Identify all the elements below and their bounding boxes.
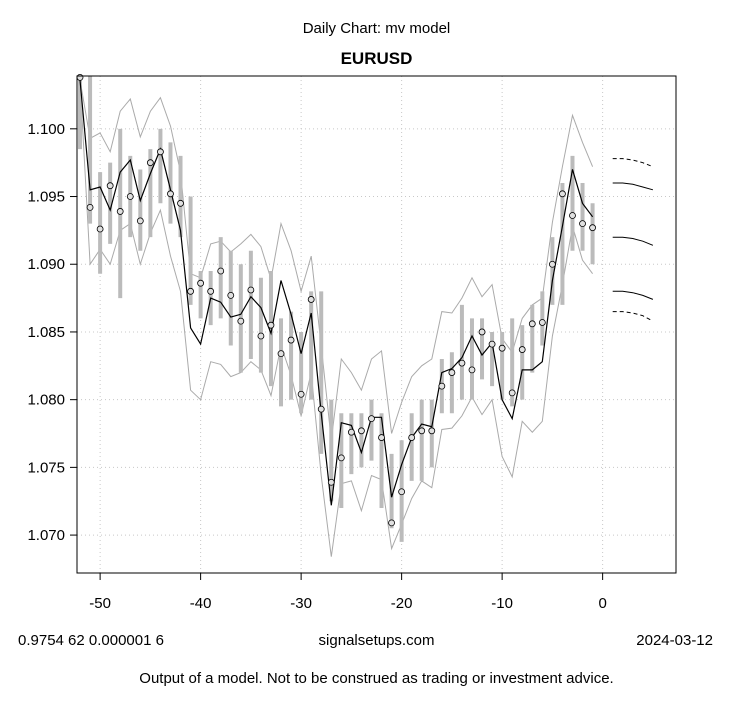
- x-tick-label: -40: [190, 595, 212, 612]
- close-point: [126, 193, 134, 200]
- close-point: [297, 390, 305, 398]
- close-point: [86, 203, 94, 211]
- close-point: [468, 366, 476, 374]
- forecast-lines: [612, 158, 654, 322]
- forecast-line: [612, 236, 654, 246]
- close-point: [508, 389, 516, 397]
- close-point: [518, 346, 526, 353]
- close-point: [317, 405, 325, 413]
- lower-band-line: [79, 80, 594, 557]
- close-point: [177, 199, 184, 207]
- close-point: [337, 454, 345, 462]
- forecast-line: [612, 290, 654, 300]
- axes: -50 -40 -30 -20 -10 0 1.070 1.075 1.080 1.085 1.09…: [27, 121, 606, 612]
- x-tick-label: -10: [491, 595, 513, 612]
- close-point: [388, 519, 395, 527]
- y-tick-label: 1.095: [27, 189, 65, 206]
- close-point: [146, 159, 154, 167]
- site-name: signalsetups.com: [318, 632, 435, 649]
- close-point: [458, 359, 466, 367]
- close-point: [378, 434, 385, 441]
- close-point: [76, 73, 84, 81]
- close-point: [368, 415, 375, 423]
- close-point: [106, 182, 114, 190]
- forecast-line: [612, 182, 654, 191]
- y-tick-label: 1.100: [27, 121, 65, 138]
- y-tick-label: 1.080: [27, 392, 65, 409]
- close-points: [76, 73, 596, 527]
- chart-date: 2024-03-12: [636, 632, 713, 649]
- close-point: [408, 434, 416, 441]
- grid-lines: [77, 76, 676, 573]
- close-point: [478, 328, 486, 336]
- close-point: [167, 190, 174, 198]
- close-point: [347, 428, 355, 436]
- close-point: [327, 478, 335, 486]
- close-point: [257, 332, 265, 340]
- close-point: [207, 287, 215, 295]
- disclaimer: Output of a model. Not to be construed a…: [139, 670, 614, 687]
- close-point: [488, 340, 496, 348]
- close-point: [277, 350, 285, 358]
- close-point: [498, 344, 506, 352]
- y-tick-label: 1.070: [27, 527, 65, 544]
- model-parameters: 0.9754 62 0.000001 6: [18, 632, 164, 649]
- forecast-line: [612, 311, 654, 322]
- model-line: [79, 80, 594, 506]
- close-point: [548, 260, 556, 268]
- band-lines: [79, 80, 594, 557]
- close-point: [589, 224, 596, 232]
- close-point: [448, 369, 456, 376]
- close-point: [96, 225, 104, 233]
- close-point: [569, 212, 576, 219]
- chart-subtitle: Daily Chart: mv model: [302, 20, 451, 37]
- close-point: [217, 267, 225, 275]
- y-tick-label: 1.090: [27, 256, 65, 273]
- close-point: [247, 286, 255, 294]
- close-point: [267, 321, 275, 329]
- close-point: [398, 488, 406, 496]
- y-tick-label: 1.085: [27, 324, 65, 341]
- plot-frame: [76, 75, 677, 574]
- close-point: [287, 336, 295, 344]
- close-point: [116, 208, 124, 215]
- close-point: [358, 427, 365, 435]
- upper-band-line: [79, 80, 594, 441]
- close-point: [559, 190, 566, 198]
- close-point: [528, 320, 536, 328]
- y-tick-label: 1.075: [27, 459, 65, 476]
- model-series-line: [79, 80, 594, 506]
- close-point: [579, 220, 586, 228]
- x-tick-label: -20: [391, 595, 413, 612]
- x-tick-label: -30: [290, 595, 312, 612]
- close-point: [157, 148, 164, 156]
- forecast-line: [612, 158, 654, 168]
- close-point: [227, 291, 235, 299]
- close-point: [237, 317, 245, 325]
- close-point: [428, 427, 436, 435]
- close-point: [307, 296, 315, 303]
- x-tick-label: -50: [89, 595, 111, 612]
- x-tick-label: 0: [598, 595, 606, 612]
- close-point: [418, 427, 426, 435]
- close-point: [438, 382, 446, 390]
- chart-title: EURUSD: [340, 49, 413, 68]
- close-point: [538, 319, 546, 326]
- close-point: [187, 287, 194, 295]
- close-point: [136, 217, 144, 225]
- high-low-bars: [78, 76, 595, 542]
- close-point: [197, 279, 205, 287]
